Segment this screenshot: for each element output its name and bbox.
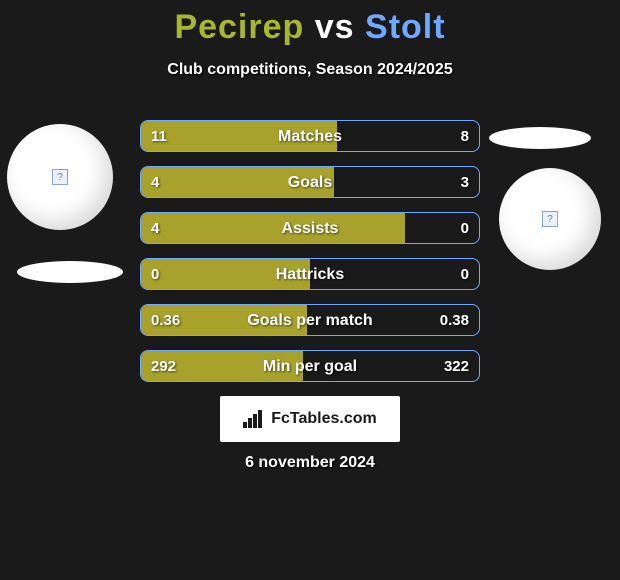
ball-left-shadow <box>17 261 123 283</box>
stat-label: Goals per match <box>141 305 479 336</box>
stat-label: Assists <box>141 213 479 244</box>
stat-label: Goals <box>141 167 479 198</box>
ball-left: ? <box>7 124 113 230</box>
stats-panel: 118Matches 43Goals 40Assists 00Hattricks 0.3… <box>140 120 480 396</box>
stat-label: Matches <box>141 121 479 152</box>
stat-row: 40Assists <box>140 212 480 244</box>
ball-right: ? <box>499 168 601 270</box>
ball-right-shadow <box>489 127 591 149</box>
placeholder-icon: ? <box>542 211 558 227</box>
vs-text: vs <box>315 8 365 46</box>
stat-row: 118Matches <box>140 120 480 152</box>
brand-badge: FcTables.com <box>220 396 400 442</box>
stat-row: 292322Min per goal <box>140 350 480 382</box>
stat-row: 00Hattricks <box>140 258 480 290</box>
stat-row: 0.360.38Goals per match <box>140 304 480 336</box>
placeholder-icon: ? <box>52 169 68 185</box>
stat-row: 43Goals <box>140 166 480 198</box>
subtitle: Club competitions, Season 2024/2025 <box>0 61 620 79</box>
stat-label: Hattricks <box>141 259 479 290</box>
player2-name: Stolt <box>365 8 446 46</box>
date-text: 6 november 2024 <box>0 454 620 472</box>
page-title: Pecirep vs Stolt <box>0 0 620 47</box>
brand-icon <box>243 410 265 428</box>
stat-label: Min per goal <box>141 351 479 382</box>
player1-name: Pecirep <box>174 8 304 46</box>
brand-text: FcTables.com <box>271 410 377 428</box>
